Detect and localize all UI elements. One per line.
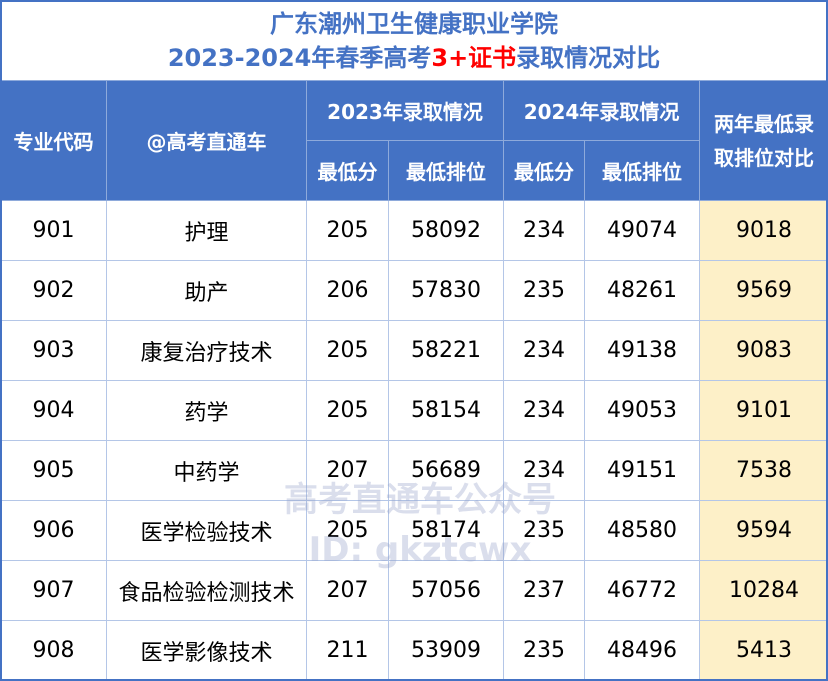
cell-diff: 5413 [699,620,828,681]
table-row: 906 医学检验技术 205 58174 235 48580 9594 [0,500,828,561]
cell-r24: 49053 [584,380,701,441]
cell-r24: 46772 [584,560,701,621]
cell-r23: 57830 [387,260,505,321]
cell-r23: 53909 [387,620,505,681]
cell-diff: 10284 [699,560,828,621]
header-2024-min-score: 最低分 [503,140,586,201]
cell-r23: 58092 [387,200,505,261]
cell-s24: 234 [503,200,586,261]
cell-r23: 58154 [387,380,505,441]
cell-r23: 58174 [387,500,505,561]
table-row: 903 康复治疗技术 205 58221 234 49138 9083 [0,320,828,381]
cell-s23: 207 [306,440,389,501]
cell-r23: 57056 [387,560,505,621]
cell-s23: 205 [306,500,389,561]
cell-r24: 49151 [584,440,701,501]
cell-diff: 9569 [699,260,828,321]
cell-code: 908 [0,620,107,681]
cell-name: 医学检验技术 [106,500,307,561]
cell-name: 中药学 [106,440,307,501]
table-row: 904 药学 205 58154 234 49053 9101 [0,380,828,441]
header-2024: 2024年录取情况 [503,80,701,141]
cell-s23: 205 [306,380,389,441]
cell-code: 904 [0,380,107,441]
header-code: 专业代码 [0,80,107,201]
cell-diff: 9101 [699,380,828,441]
header-2023: 2023年录取情况 [305,80,505,141]
cell-name: 护理 [106,200,307,261]
title-line-1: 广东潮州卫生健康职业学院 [270,10,558,38]
cell-name: 助产 [106,260,307,321]
cell-r24: 49074 [584,200,701,261]
cell-code: 902 [0,260,107,321]
cell-code: 905 [0,440,107,501]
cell-s23: 211 [306,620,389,681]
table-row: 905 中药学 207 56689 234 49151 7538 [0,440,828,501]
cell-name: 康复治疗技术 [106,320,307,381]
cell-code: 906 [0,500,107,561]
cell-s24: 234 [503,320,586,381]
cell-s23: 205 [306,320,389,381]
table-row: 907 食品检验检测技术 207 57056 237 46772 10284 [0,560,828,621]
cell-s24: 235 [503,260,586,321]
cell-s24: 237 [503,560,586,621]
cell-s23: 205 [306,200,389,261]
cell-diff: 9018 [699,200,828,261]
title-prefix: 2023-2024年春季高考 [167,44,432,72]
cell-code: 901 [0,200,107,261]
cell-r23: 58221 [387,320,505,381]
cell-s24: 235 [503,500,586,561]
cell-diff: 9594 [699,500,828,561]
cell-r23: 56689 [387,440,505,501]
table-row: 902 助产 206 57830 235 48261 9569 [0,260,828,321]
admission-table: 专业代码 @高考直通车 2023年录取情况 2024年录取情况 两年最低录取排位… [0,80,828,681]
cell-name: 药学 [106,380,307,441]
cell-r24: 48496 [584,620,701,681]
cell-r24: 49138 [584,320,701,381]
title-line-2: 2023-2024年春季高考3+证书录取情况对比 [2,41,826,75]
header-2023-min-score: 最低分 [306,140,389,201]
header-2024-min-rank: 最低排位 [584,140,701,201]
header-diff: 两年最低录取排位对比 [699,80,828,201]
cell-s24: 235 [503,620,586,681]
title-suffix: 录取情况对比 [516,44,661,72]
cell-r24: 48261 [584,260,701,321]
cell-s24: 234 [503,440,586,501]
cell-s23: 207 [306,560,389,621]
cell-diff: 7538 [699,440,828,501]
cell-code: 903 [0,320,107,381]
table-row: 908 医学影像技术 211 53909 235 48496 5413 [0,620,828,681]
cell-diff: 9083 [699,320,828,381]
table-row: 901 护理 205 58092 234 49074 9018 [0,200,828,261]
cell-r24: 48580 [584,500,701,561]
cell-name: 医学影像技术 [106,620,307,681]
header-2023-min-rank: 最低排位 [387,140,505,201]
cell-name: 食品检验检测技术 [106,560,307,621]
title-highlight: 3+证书 [431,44,517,72]
cell-code: 907 [0,560,107,621]
page-title: 广东潮州卫生健康职业学院 2023-2024年春季高考3+证书录取情况对比 [0,0,828,80]
header-name: @高考直通车 [106,80,307,201]
cell-s24: 234 [503,380,586,441]
cell-s23: 206 [306,260,389,321]
